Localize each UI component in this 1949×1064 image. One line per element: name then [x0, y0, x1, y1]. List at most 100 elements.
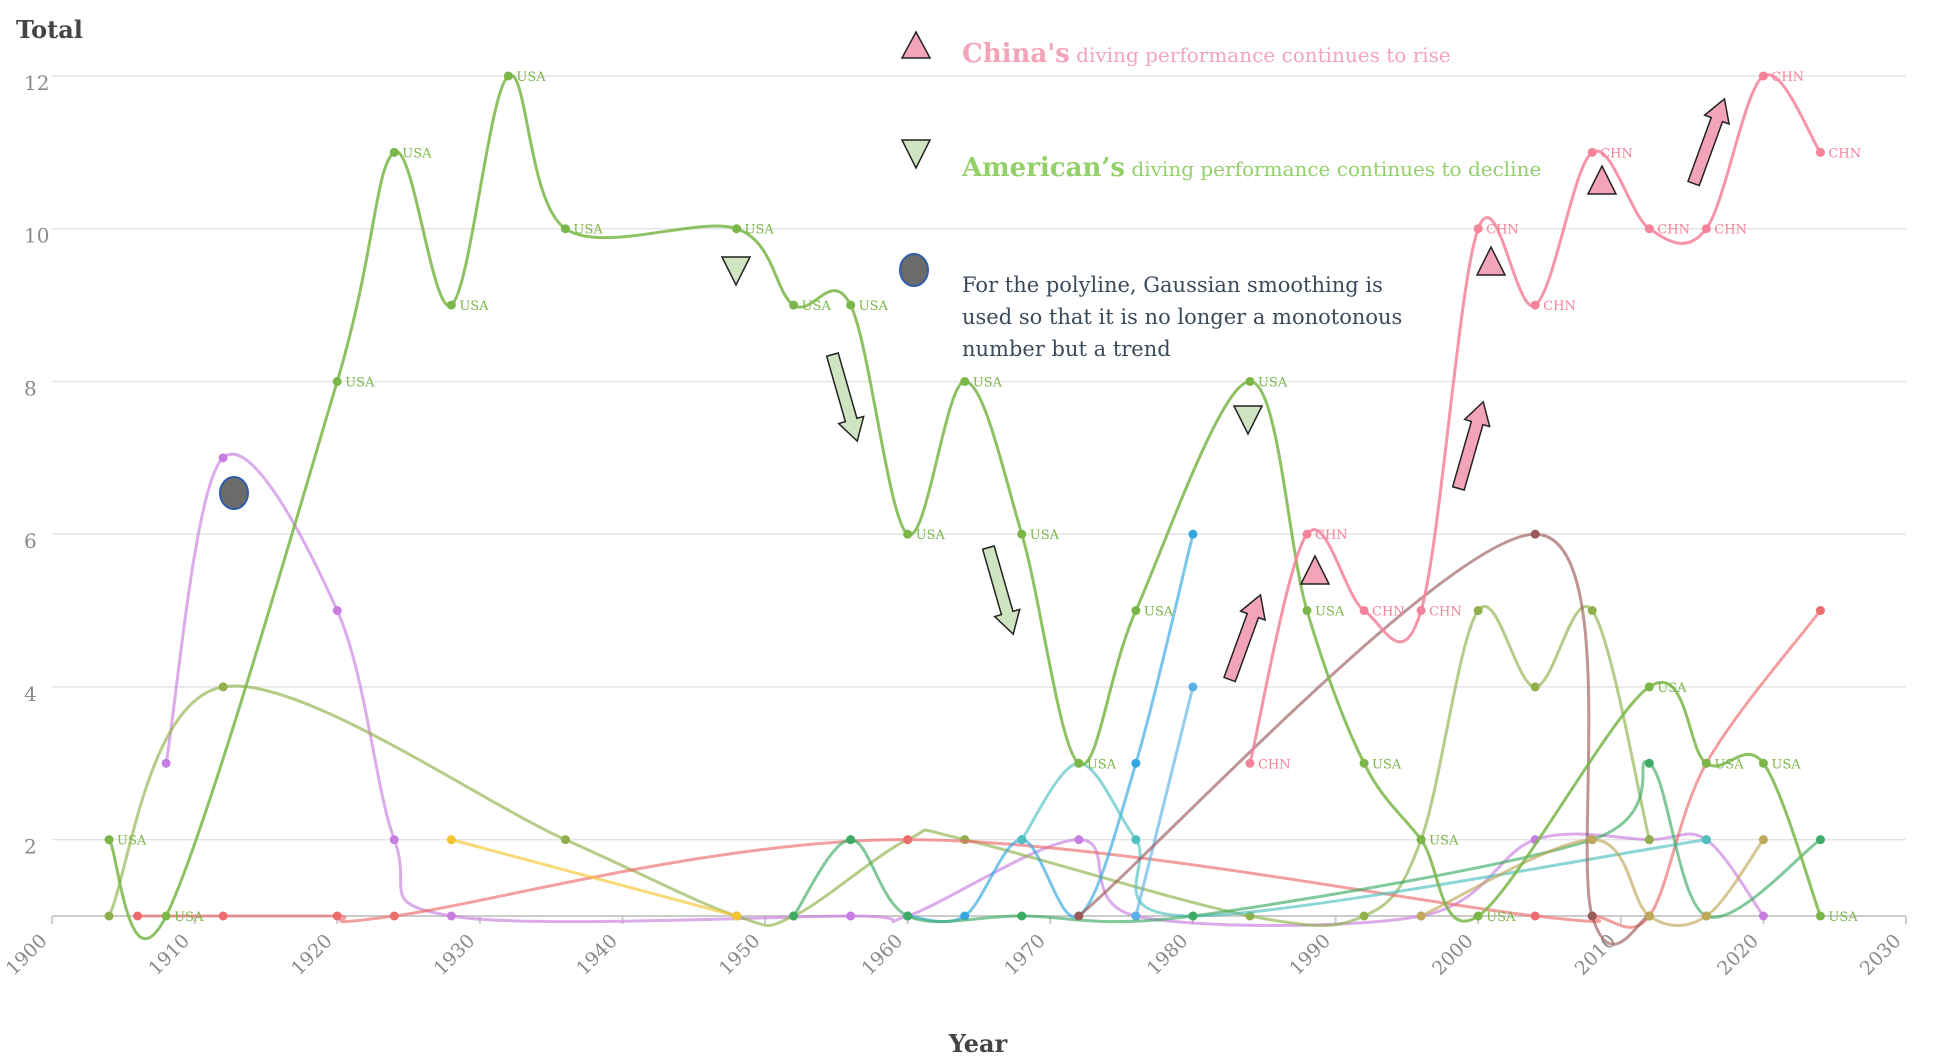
arrow-up-icon: [1223, 593, 1267, 683]
data-point: [903, 835, 913, 845]
data-point: [1359, 758, 1369, 768]
data-point: [332, 606, 342, 616]
series-line: [1077, 532, 1650, 946]
data-label: USA: [1828, 910, 1858, 925]
ellipse-marker-icon: [219, 476, 249, 510]
data-point: [789, 911, 799, 921]
data-label: USA: [1315, 605, 1345, 620]
data-point: [1587, 911, 1597, 921]
data-point: [1131, 911, 1141, 921]
data-point: [1302, 529, 1312, 539]
data-point: [1530, 682, 1540, 692]
data-point: [218, 682, 228, 692]
data-point: [389, 147, 399, 157]
series-line: [1420, 838, 1765, 927]
data-label: USA: [402, 146, 432, 161]
data-point: [1131, 835, 1141, 845]
data-point: [903, 911, 913, 921]
data-point: [389, 911, 399, 921]
data-label: USA: [1258, 375, 1288, 390]
data-point: [1359, 606, 1369, 616]
data-point: [446, 835, 456, 845]
data-point: [1359, 911, 1369, 921]
legend-text-note: For the polyline, Gaussian smoothing is u…: [962, 273, 1402, 361]
data-point: [732, 224, 742, 234]
series-line: [907, 533, 1195, 924]
data-point: [560, 835, 570, 845]
y-tick-label: 4: [24, 682, 37, 706]
legend-bold-american: American’s: [961, 153, 1125, 183]
x-tick-label: 1980: [1143, 930, 1193, 980]
data-label: USA: [117, 834, 147, 849]
data-point: [218, 911, 228, 921]
data-point: [1131, 758, 1141, 768]
data-point: [1701, 224, 1711, 234]
data-label: USA: [1144, 605, 1174, 620]
data-point: [332, 911, 342, 921]
y-tick-label: 10: [24, 224, 49, 248]
legend-ellipse-icon: [899, 253, 929, 287]
data-label: USA: [573, 223, 603, 238]
series-line: [1134, 686, 1195, 917]
data-point: [161, 758, 171, 768]
annotation-markers: [219, 30, 1731, 683]
arrow-down-icon: [981, 545, 1021, 636]
series-group: CHN CHN CHN CHN CHN CHN CHN CHN CHN CHN CHN: [1245, 70, 1861, 772]
data-point: [1758, 71, 1768, 81]
data-point: [1587, 835, 1597, 845]
data-point: [1815, 835, 1825, 845]
data-point: [446, 300, 456, 310]
note-line: used so that it is no longer a monotonou…: [962, 305, 1402, 329]
data-point: [161, 911, 171, 921]
data-label: USA: [802, 299, 832, 314]
triangle-down-marker-icon: [1232, 405, 1264, 436]
data-point: [1701, 835, 1711, 845]
data-label: CHN: [1486, 223, 1519, 238]
data-label: CHN: [1657, 223, 1690, 238]
data-point: [1074, 758, 1084, 768]
x-tick-label: 1930: [430, 930, 480, 980]
data-point: [960, 376, 970, 386]
legend-text-american: American’s diving performance continues …: [961, 153, 1541, 183]
series-line: [164, 452, 1765, 927]
data-label: CHN: [1543, 299, 1576, 314]
data-point: [218, 453, 228, 463]
y-tick-label: 2: [24, 835, 37, 859]
x-tick-label: 1900: [2, 930, 52, 980]
data-point: [560, 224, 570, 234]
x-tick-label: 2000: [1428, 930, 1478, 980]
data-label: CHN: [1828, 146, 1861, 161]
x-tick-label: 2020: [1713, 930, 1763, 980]
x-tick-label: 1960: [857, 930, 907, 980]
data-point: [1074, 835, 1084, 845]
data-point: [732, 911, 742, 921]
data-label: USA: [459, 299, 489, 314]
data-point: [1701, 758, 1711, 768]
data-point: [1815, 147, 1825, 157]
legend-text-china: China's diving performance continues to …: [962, 39, 1451, 69]
data-label: CHN: [1600, 146, 1633, 161]
data-point: [389, 835, 399, 845]
data-label: CHN: [1315, 528, 1348, 543]
data-point: [1758, 835, 1768, 845]
data-point: [1302, 606, 1312, 616]
triangle-down-marker-icon: [720, 256, 752, 287]
data-point: [332, 376, 342, 386]
series-line: [792, 760, 1822, 924]
data-label: CHN: [1714, 223, 1747, 238]
data-label: USA: [345, 375, 375, 390]
data-point: [1017, 911, 1027, 921]
arrow-up-icon: [1687, 97, 1731, 187]
data-point: [1188, 911, 1198, 921]
data-point: [1587, 147, 1597, 157]
legend-triangle-up-icon: [900, 30, 932, 59]
series: USA USA USA USA USA USA USA USA USA USA USA USA USA U…: [104, 70, 1861, 946]
data-label: CHN: [1429, 605, 1462, 620]
series-group: [1416, 835, 1768, 927]
series-line: [1248, 73, 1822, 764]
data-point: [1758, 911, 1768, 921]
series-line: [450, 838, 737, 918]
data-label: USA: [1657, 681, 1687, 696]
data-point: [104, 911, 114, 921]
